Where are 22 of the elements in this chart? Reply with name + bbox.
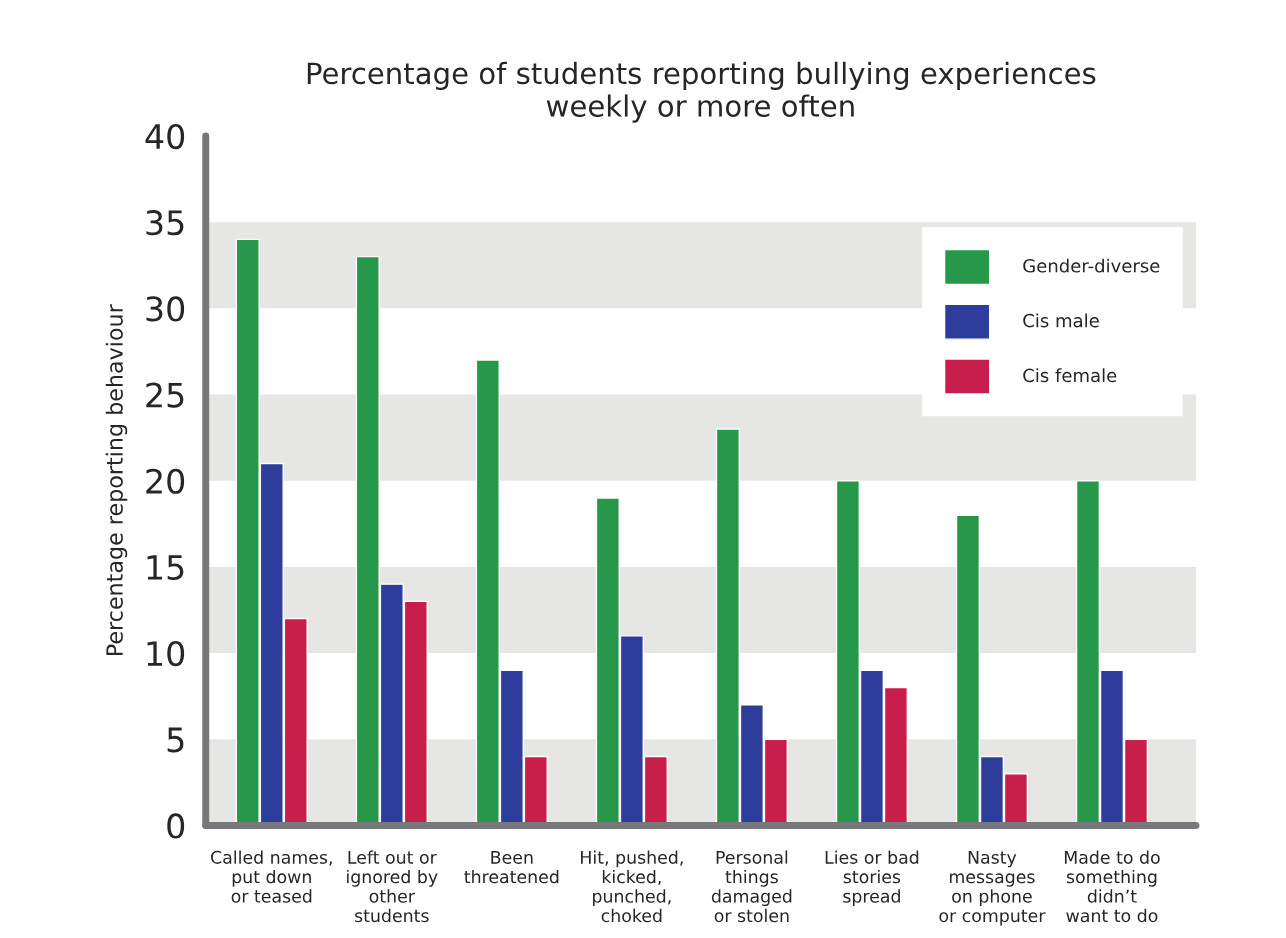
y-axis-title: Percentage reporting behaviour (105, 304, 128, 656)
y-tick-label: 0 (167, 813, 185, 839)
x-tick-label: Personal things damaged or stolen (711, 850, 792, 923)
legend-label: Gender-diverse (1023, 258, 1160, 273)
x-tick-label: Made to do something didn’t want to do (1064, 850, 1160, 923)
y-tick-label: 20 (146, 468, 185, 494)
x-tick-label: Nasty messages on phone or computer (939, 850, 1046, 926)
chart-title: Percentage of students reporting bullying experiences weekly or more often (307, 61, 1096, 123)
x-tick-label: Called names, put down or teased (211, 850, 332, 903)
y-tick-label: 35 (146, 210, 184, 236)
x-tick-label: Left out or ignored by other students (347, 850, 438, 923)
y-tick-label: 40 (145, 123, 185, 150)
y-tick-label: 30 (146, 296, 185, 322)
x-tick-label: Been threatened (464, 850, 559, 884)
y-tick-label: 25 (146, 382, 184, 408)
x-tick-label: Lies or bad stories spread (825, 850, 919, 907)
y-tick-label: 5 (167, 727, 184, 753)
y-tick-label: 10 (147, 641, 185, 667)
legend-label: Cis female (1023, 368, 1117, 383)
x-tick-label: Hit, pushed, kicked, punched, choked (581, 850, 683, 923)
legend-label: Cis male (1023, 313, 1099, 328)
y-tick-label: 15 (147, 555, 184, 581)
